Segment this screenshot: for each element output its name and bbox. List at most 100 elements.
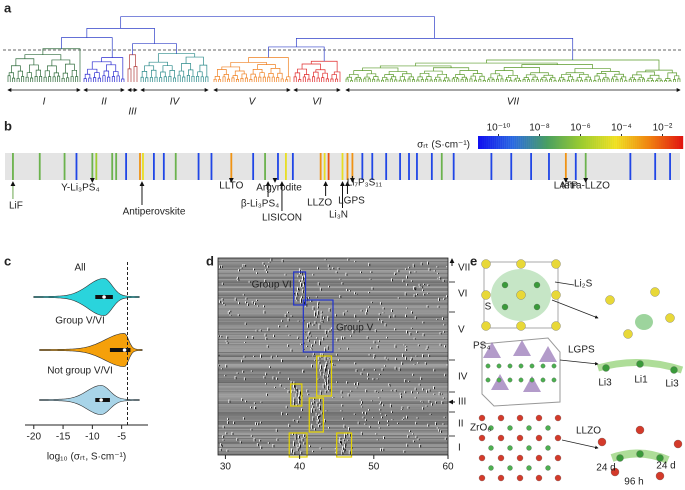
colorbar-cell [522,136,525,149]
colorbar-cell [622,136,625,149]
colorbar-cell [494,136,497,149]
barcode-stripe [38,153,41,180]
structure-label: 24 d [656,461,675,472]
cluster-label: V [249,97,257,108]
heatmap [218,258,448,455]
atom [497,434,505,442]
colorbar-cell [590,136,593,149]
atom [551,321,561,331]
colorbar-cell [488,136,491,149]
dendrogram-branch [83,57,125,82]
barcode-stripe [323,153,326,180]
annotation-label: Li₃N [329,210,348,221]
atom [673,439,683,449]
panel-letter: b [4,118,12,133]
atom [526,465,532,471]
atom [533,281,541,289]
violin-box [109,348,131,352]
colorbar-cell [542,136,545,149]
atom [670,366,678,374]
atom [540,363,546,369]
atom [650,287,660,297]
barcode-stripe [346,153,349,180]
colorbar-cell [654,136,658,149]
annotation-label: LLTO [219,181,243,192]
colorbar-cell [610,136,613,149]
group-label: Group V/VI [55,316,104,327]
barcode-stripe [264,153,266,180]
atom [478,474,486,482]
colorbar-cell [540,136,543,149]
colorbar-cell [508,136,511,149]
structure-label: LLZO [576,426,601,437]
peak-box [302,299,334,353]
colorbar-cell [664,136,668,149]
colorbar-cell [500,136,503,149]
colorbar-cell [604,136,607,149]
colorbar-cell [538,136,541,149]
colorbar-cell [642,136,646,149]
barcode-stripe [125,153,128,180]
colorbar-tick-label: 10⁻¹⁰ [487,123,511,134]
barcode-stripe [285,153,287,180]
colorbar-cell [608,136,611,149]
colorbar-cell [578,136,581,149]
group-label: V [458,325,465,336]
colorbar-cell [546,136,549,149]
structure-label: ZrO₆ [470,423,491,434]
atom [616,454,624,462]
colorbar-cell [624,136,627,149]
colorbar-cell [498,136,501,149]
barcode-stripe [115,153,118,180]
colorbar-cell [580,136,583,149]
barcode-stripe [510,153,513,180]
atom [478,454,486,462]
atom [507,425,513,431]
colorbar-cell [620,136,623,149]
panel-letter: d [206,253,214,268]
density [635,314,653,330]
peak-box [316,355,333,397]
colorbar-tick-label: 10⁻⁸ [529,123,550,134]
barcode-stripe [75,153,78,180]
atom [481,321,491,331]
pointer [561,439,599,450]
x-tick-label: -20 [27,432,42,443]
peak-box [293,271,307,306]
barcode-stripe [139,153,141,180]
structure-label: S [485,302,492,313]
colorbar-cell [534,136,537,149]
structure-label: 24 d [596,463,615,474]
violin-median [122,348,127,352]
barcode-stripe [162,153,165,180]
colorbar-cell [652,136,656,149]
barcode-stripe [574,153,577,180]
colorbar-label: σᵣₜ (S·cm⁻¹) [417,140,470,151]
peak-box [336,432,353,458]
atom [501,303,509,311]
atom [535,474,543,482]
box-label: Group V [336,323,374,334]
barcode-stripe [111,153,114,180]
annotation-label: Argyrodite [256,183,302,194]
dendrogram-branch [345,59,681,82]
colorbar-cell [618,136,621,149]
colorbar-cell [572,136,575,149]
colorbar-cell [600,136,603,149]
colorbar-cell [586,136,589,149]
atom [610,467,620,477]
atom [518,363,524,369]
barcode-stripe [361,153,364,180]
atom [554,434,562,442]
pointer [559,359,599,366]
group-label: II [458,419,464,430]
atom [551,290,561,300]
atom [488,425,494,431]
colorbar-cell [656,136,660,149]
colorbar-cell [490,136,493,149]
colorbar-cell [606,136,609,149]
tetrahedron [539,346,557,362]
colorbar-cell [660,136,664,149]
colorbar-cell [536,136,539,149]
dendrogram-branch [127,54,138,82]
